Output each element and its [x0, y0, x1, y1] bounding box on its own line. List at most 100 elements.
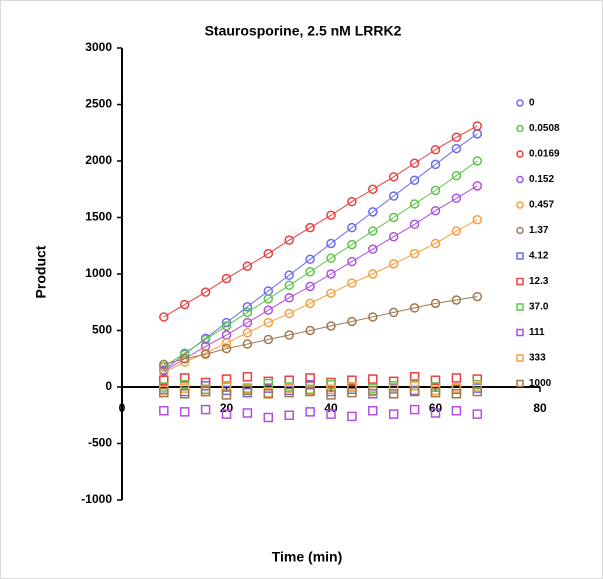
data-point	[263, 412, 274, 423]
chart-title: Staurosporine, 2.5 nM LRRK2	[205, 23, 402, 39]
data-point	[221, 409, 232, 419]
data-point	[284, 308, 294, 319]
data-point	[284, 410, 294, 420]
data-point	[347, 239, 357, 250]
data-point	[347, 382, 357, 392]
data-point	[388, 212, 399, 223]
legend-label: 1000	[529, 378, 552, 389]
data-point	[242, 385, 253, 396]
data-point	[159, 387, 169, 398]
data-point	[305, 325, 315, 336]
data-point	[221, 343, 232, 354]
data-point	[284, 292, 294, 303]
data-point	[388, 191, 399, 201]
data-point	[159, 359, 169, 370]
data-point	[347, 196, 357, 207]
legend-marker	[516, 226, 524, 235]
data-point	[472, 215, 483, 225]
data-point	[200, 386, 211, 397]
data-point	[326, 210, 336, 220]
legend-label: 12.3	[529, 276, 549, 287]
legend-marker	[516, 277, 524, 286]
series-line	[163, 160, 478, 368]
legend-marker	[516, 379, 524, 388]
legend-marker	[516, 124, 524, 133]
data-point	[347, 256, 357, 267]
data-point	[347, 316, 357, 327]
series-line	[163, 296, 478, 365]
data-point	[179, 348, 190, 358]
data-point	[388, 389, 399, 399]
data-point	[284, 280, 294, 291]
data-point	[263, 389, 274, 399]
legend-marker	[516, 150, 524, 158]
series-line	[163, 185, 478, 372]
y-tick-label: 500	[92, 323, 112, 337]
data-point	[305, 222, 315, 233]
legend-label: 4.12	[529, 251, 549, 262]
data-point	[179, 389, 190, 399]
data-point	[159, 375, 169, 385]
data-point	[221, 273, 232, 284]
data-point	[242, 328, 253, 338]
data-point	[409, 404, 420, 415]
legend-label: 0.457	[529, 200, 554, 211]
legend-marker	[516, 99, 524, 107]
data-point	[263, 378, 274, 389]
data-point	[305, 254, 315, 265]
data-point	[430, 159, 441, 170]
data-point	[451, 226, 462, 236]
data-point	[472, 409, 483, 419]
legend-marker	[516, 252, 524, 260]
data-point	[305, 281, 315, 292]
legend-marker	[516, 328, 524, 337]
data-point	[221, 390, 232, 400]
data-point	[242, 317, 253, 328]
data-point	[305, 386, 315, 397]
data-point	[305, 298, 315, 309]
data-point	[326, 321, 336, 331]
data-point	[284, 235, 294, 245]
data-point	[388, 259, 399, 269]
data-point	[179, 373, 190, 383]
y-tick-label: 0	[105, 379, 112, 393]
data-point	[430, 375, 441, 385]
data-point	[388, 172, 399, 182]
data-point	[284, 330, 294, 340]
data-point	[242, 339, 253, 349]
data-point	[284, 270, 294, 280]
data-point	[368, 207, 378, 217]
y-tick-label: 2000	[85, 153, 112, 167]
data-point	[242, 307, 253, 318]
data-point	[451, 389, 462, 399]
legend-label: 37.0	[529, 302, 549, 313]
data-point	[472, 291, 483, 302]
data-point	[388, 231, 399, 242]
data-point	[451, 132, 462, 143]
data-point	[200, 377, 211, 388]
data-point	[347, 222, 357, 233]
legend-label: 1.37	[529, 225, 549, 236]
data-point	[179, 354, 190, 364]
data-point	[263, 248, 274, 259]
data-point	[305, 266, 315, 277]
data-point	[409, 219, 420, 230]
data-point	[368, 269, 378, 279]
data-point	[179, 299, 190, 310]
x-tick-label: 0	[119, 401, 126, 415]
data-point	[200, 404, 211, 415]
data-point	[368, 312, 378, 322]
y-tick-label: 2500	[85, 97, 112, 111]
data-point	[409, 381, 420, 391]
data-point	[326, 253, 336, 263]
series-line	[163, 133, 478, 371]
data-point	[347, 411, 357, 422]
data-point	[430, 298, 441, 309]
data-point	[368, 244, 378, 254]
data-point	[242, 261, 253, 271]
data-point	[347, 278, 357, 288]
data-point	[472, 386, 483, 397]
data-point	[388, 409, 399, 419]
